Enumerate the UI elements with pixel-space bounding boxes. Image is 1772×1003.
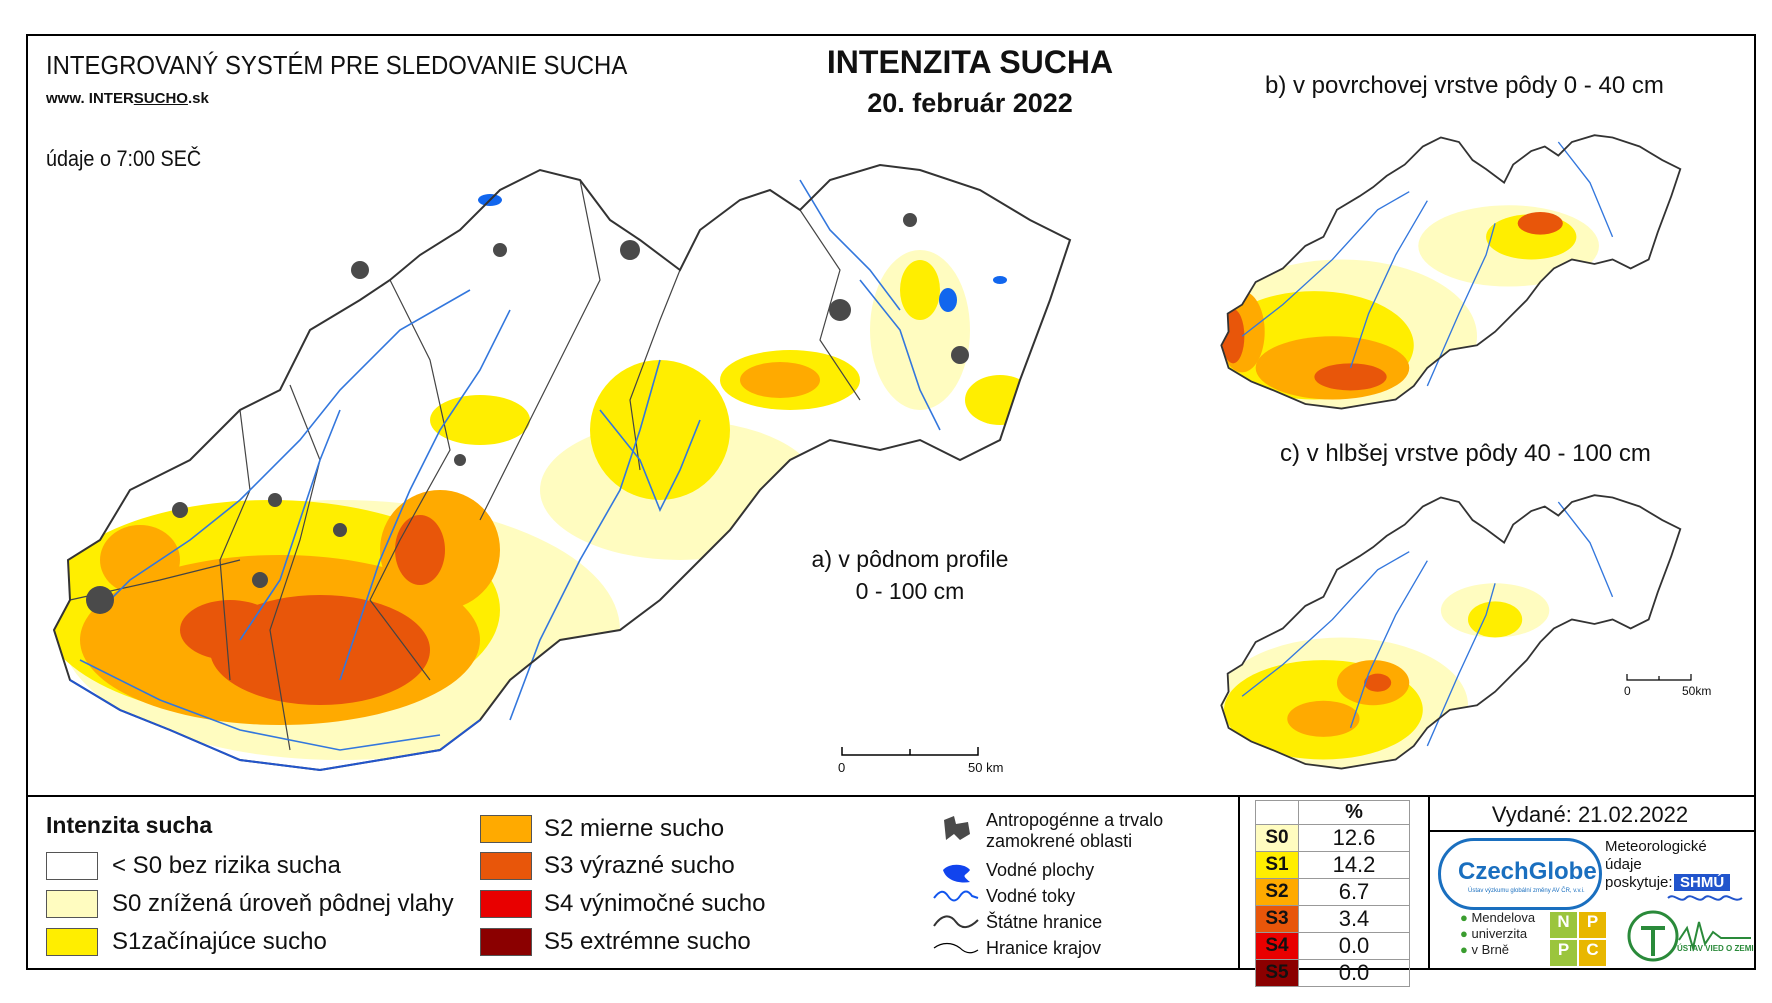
table-class-s0: S0 [1255, 824, 1299, 852]
legend-divider [26, 795, 1756, 797]
issued-date: Vydané: 21.02.2022 [1491, 802, 1689, 827]
table-value-s3: 3.4 [1298, 905, 1410, 933]
urban-label-line2: zamokrené oblasti [986, 831, 1133, 851]
map-c-caption: c) v hlbšej vrstve pôdy 40 - 100 cm [1280, 440, 1651, 467]
npp-logo: N P P C [1550, 912, 1606, 966]
urban-area-icon [944, 816, 970, 840]
npp-logo-c: C [1579, 940, 1606, 966]
table-class-s5: S5 [1255, 959, 1299, 987]
shmu-logo-text: SHMÚ [1674, 874, 1731, 891]
issued-divider [1430, 830, 1756, 832]
legend-swatch-s3 [480, 852, 532, 880]
map-date: 20. február 2022 [867, 88, 1073, 118]
table-corner [1255, 800, 1299, 825]
state-border-icon [933, 915, 979, 928]
url-middle: SUCHO [133, 90, 188, 107]
table-header-percent: % [1298, 800, 1410, 825]
meteo-provider-note: Meteorologické údaje poskytuje: [1605, 838, 1707, 892]
urban-label-line1: Antropogénne a trvalo [986, 810, 1164, 830]
state-border-label: Štátne hranice [986, 912, 1103, 932]
legend-label-s1: S1začínajúce sucho [112, 928, 327, 955]
url-prefix: www. INTER [46, 90, 134, 107]
main-scale-bar [841, 747, 979, 756]
system-title: INTEGROVANÝ SYSTÉM PRE SLEDOVANIE SUCHA [46, 50, 628, 80]
table-value-s2: 6.7 [1298, 878, 1410, 906]
legend-label-s2: S2 mierne sucho [544, 815, 725, 842]
small-scale-bar [1626, 674, 1692, 681]
river-icon [933, 890, 979, 902]
map-title: INTENZITA SUCHA [826, 44, 1114, 80]
legend-label-s3: S3 výrazné sucho [544, 852, 735, 879]
table-class-s3: S3 [1255, 905, 1299, 933]
drought-share-table: % S0 12.6 S1 14.2 S2 6.7 S3 3.4 S4 0.0 S5 0.0 [1255, 800, 1410, 987]
table-class-s1: S1 [1255, 851, 1299, 879]
legend-swatch-none [46, 852, 98, 880]
meteo-note-line2: údaje [1605, 856, 1642, 873]
map-a-depth: 0 - 100 cm [855, 578, 965, 604]
table-value-s5: 0.0 [1298, 959, 1410, 987]
legend-label-s0: S0 znížená úroveň pôdnej vlahy [112, 890, 454, 917]
surface-layer-map [1220, 134, 1682, 410]
river-label: Vodné toky [986, 886, 1076, 906]
meteo-note-line3: poskytuje: [1605, 874, 1673, 891]
legend-separator-2 [1428, 795, 1430, 970]
table-class-s2: S2 [1255, 878, 1299, 906]
legend-swatch-s4 [480, 890, 532, 918]
npp-logo-n: N [1550, 912, 1577, 938]
mendel-university-logo: ● Mendelova ● univerzita ● v Brně [1460, 910, 1536, 957]
legend-title: Intenzita sucha [46, 812, 213, 838]
main-scale-zero: 0 [838, 760, 846, 775]
legend-label-none: < S0 bez rizika sucha [112, 852, 341, 879]
table-class-s4: S4 [1255, 932, 1299, 960]
deep-layer-map [1220, 494, 1682, 770]
table-value-s1: 14.2 [1298, 851, 1410, 879]
legend-swatch-s0 [46, 890, 98, 918]
czechglobe-logo [1438, 838, 1602, 910]
main-drought-map [52, 163, 1072, 772]
legend-swatch-s5 [480, 928, 532, 956]
region-border-label: Hranice krajov [986, 938, 1102, 958]
npp-logo-p2: P [1550, 940, 1577, 966]
shmu-logo: SHMÚ [1666, 872, 1746, 906]
url-suffix: .sk [187, 90, 209, 107]
table-value-s0: 12.6 [1298, 824, 1410, 852]
uvz-logo-text: ÚSTAV VIED O ZEMI [1677, 944, 1754, 953]
legend-swatch-s1 [46, 928, 98, 956]
main-scale-fifty: 50 km [968, 760, 1004, 775]
legend-swatch-s2 [480, 815, 532, 843]
czechglobe-logo-subtitle: Ústav výzkumu globální změny AV ČR, v.v.… [1468, 888, 1585, 894]
table-value-s4: 0.0 [1298, 932, 1410, 960]
data-time-note: údaje o 7:00 SEČ [46, 146, 202, 171]
legend-label-s4: S4 výnimočné sucho [544, 890, 766, 917]
npp-logo-p1: P [1579, 912, 1606, 938]
region-border-icon [933, 942, 979, 954]
mendel-logo-line3: v Brně [1471, 942, 1510, 957]
legend-label-s5: S5 extrémne sucho [544, 928, 751, 955]
map-a-caption: a) v pôdnom profile [811, 546, 1009, 572]
map-b-caption: b) v povrchovej vrstve pôdy 0 - 40 cm [1265, 72, 1664, 99]
urban-area-label: Antropogénne a trvalo zamokrené oblasti [986, 810, 1163, 852]
small-scale-fifty: 50km [1682, 684, 1712, 698]
czechglobe-logo-text: CzechGlobe [1458, 858, 1597, 885]
website-link[interactable]: www. INTERSUCHO.sk [46, 90, 209, 107]
mendel-logo-line1: Mendelova [1471, 910, 1536, 925]
earth-science-institute-logo: ÚSTAV VIED O ZEMI [1625, 908, 1755, 966]
water-body-label: Vodné plochy [986, 860, 1095, 880]
mendel-logo-line2: univerzita [1471, 926, 1528, 941]
legend-separator-1 [1238, 795, 1240, 970]
meteo-note-line1: Meteorologické [1605, 838, 1707, 855]
state-border [52, 163, 1072, 772]
small-scale-zero: 0 [1624, 684, 1631, 698]
water-body-icon [943, 864, 970, 883]
